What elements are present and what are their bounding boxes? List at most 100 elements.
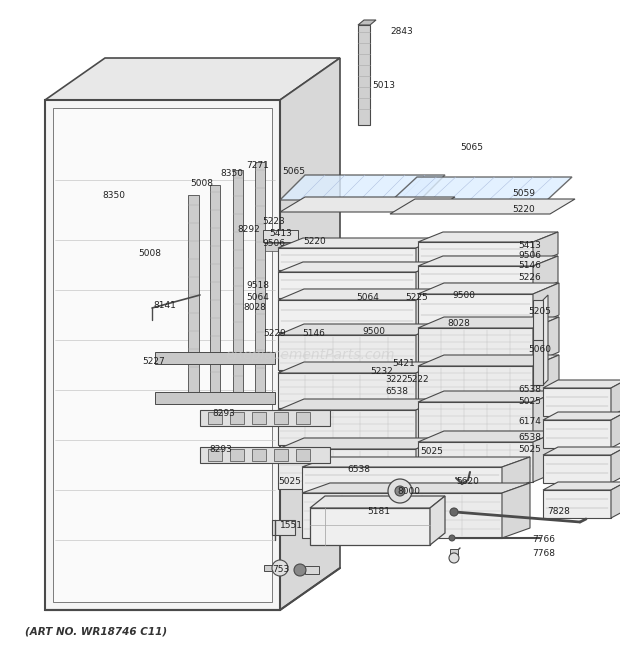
Text: 6538: 6538 xyxy=(385,387,408,395)
Polygon shape xyxy=(390,177,572,202)
Polygon shape xyxy=(416,262,441,298)
Circle shape xyxy=(449,535,455,541)
Text: 8293: 8293 xyxy=(209,444,232,453)
Polygon shape xyxy=(390,199,575,214)
Bar xyxy=(230,449,244,461)
Polygon shape xyxy=(543,420,611,448)
Text: 8028: 8028 xyxy=(243,303,266,313)
Bar xyxy=(45,100,280,610)
Polygon shape xyxy=(416,399,442,445)
Polygon shape xyxy=(611,447,620,483)
Polygon shape xyxy=(533,256,558,292)
Bar xyxy=(274,449,288,461)
Polygon shape xyxy=(310,508,430,545)
Polygon shape xyxy=(278,438,442,449)
Text: 5232: 5232 xyxy=(370,366,392,375)
Text: 5413: 5413 xyxy=(269,229,292,239)
Polygon shape xyxy=(533,431,559,482)
Polygon shape xyxy=(416,238,441,270)
Text: (ART NO. WR18746 C11): (ART NO. WR18746 C11) xyxy=(25,627,167,637)
Polygon shape xyxy=(416,362,442,408)
Polygon shape xyxy=(278,262,441,272)
Text: 6538: 6538 xyxy=(347,465,370,473)
Text: 5229: 5229 xyxy=(263,329,286,338)
Polygon shape xyxy=(611,380,620,416)
Bar xyxy=(450,549,458,555)
Text: 9518: 9518 xyxy=(246,282,269,290)
Text: 753: 753 xyxy=(272,564,290,574)
Text: 5065: 5065 xyxy=(282,167,305,176)
Text: 2843: 2843 xyxy=(390,28,413,36)
Polygon shape xyxy=(416,324,442,370)
Bar xyxy=(252,412,266,424)
Text: 5060: 5060 xyxy=(528,344,551,354)
Polygon shape xyxy=(278,335,416,370)
Polygon shape xyxy=(45,58,340,100)
Polygon shape xyxy=(418,355,559,366)
Text: 8000: 8000 xyxy=(397,486,420,496)
Bar xyxy=(533,340,543,385)
Text: 7766: 7766 xyxy=(532,535,555,545)
Polygon shape xyxy=(543,388,611,416)
Polygon shape xyxy=(418,232,558,242)
Polygon shape xyxy=(272,520,295,535)
Text: 8350: 8350 xyxy=(102,192,125,200)
Polygon shape xyxy=(502,483,530,538)
Text: 5220: 5220 xyxy=(303,237,326,247)
Text: 5008: 5008 xyxy=(190,180,213,188)
Bar xyxy=(155,352,275,364)
Bar xyxy=(208,449,222,461)
Text: 5025: 5025 xyxy=(518,397,541,407)
Text: 8292: 8292 xyxy=(237,225,260,235)
Text: 5225: 5225 xyxy=(405,293,428,301)
Polygon shape xyxy=(278,238,441,248)
Polygon shape xyxy=(418,402,533,439)
Text: 5064: 5064 xyxy=(356,293,379,301)
Polygon shape xyxy=(543,380,620,388)
Text: 5146: 5146 xyxy=(302,329,325,338)
Text: 5008: 5008 xyxy=(138,249,161,258)
Text: 8028: 8028 xyxy=(447,319,470,329)
Polygon shape xyxy=(543,490,611,518)
Bar xyxy=(233,170,243,395)
Text: 9500: 9500 xyxy=(452,292,475,301)
Polygon shape xyxy=(611,482,620,518)
Polygon shape xyxy=(418,256,558,266)
Text: 9506: 9506 xyxy=(262,239,285,249)
Polygon shape xyxy=(418,317,559,328)
Polygon shape xyxy=(533,317,559,363)
Polygon shape xyxy=(278,449,416,489)
Text: 8141: 8141 xyxy=(153,301,176,311)
Text: 5025: 5025 xyxy=(278,477,301,485)
Bar xyxy=(155,392,275,404)
Polygon shape xyxy=(278,362,442,373)
Polygon shape xyxy=(302,467,502,492)
Polygon shape xyxy=(418,294,533,326)
Text: 7828: 7828 xyxy=(547,506,570,516)
Polygon shape xyxy=(278,248,416,270)
Text: 5413: 5413 xyxy=(518,241,541,249)
Polygon shape xyxy=(280,58,340,610)
Text: 5146: 5146 xyxy=(518,262,541,270)
Text: 6538: 6538 xyxy=(518,434,541,442)
Circle shape xyxy=(272,560,288,576)
Text: 7271: 7271 xyxy=(246,161,269,171)
Bar xyxy=(274,412,288,424)
Polygon shape xyxy=(278,300,416,332)
Text: 5220: 5220 xyxy=(512,206,534,215)
Polygon shape xyxy=(416,438,442,489)
Polygon shape xyxy=(533,232,558,264)
Polygon shape xyxy=(533,391,559,439)
Polygon shape xyxy=(418,442,533,482)
Bar xyxy=(296,449,310,461)
Bar xyxy=(188,195,199,395)
Bar xyxy=(264,565,280,571)
Polygon shape xyxy=(278,272,416,298)
Polygon shape xyxy=(302,493,502,538)
Text: eReplacementParts.com: eReplacementParts.com xyxy=(225,348,395,362)
Text: 5421: 5421 xyxy=(392,358,415,368)
Polygon shape xyxy=(543,295,548,385)
Text: 5065: 5065 xyxy=(460,143,483,153)
Circle shape xyxy=(449,553,459,563)
Bar xyxy=(305,566,319,574)
